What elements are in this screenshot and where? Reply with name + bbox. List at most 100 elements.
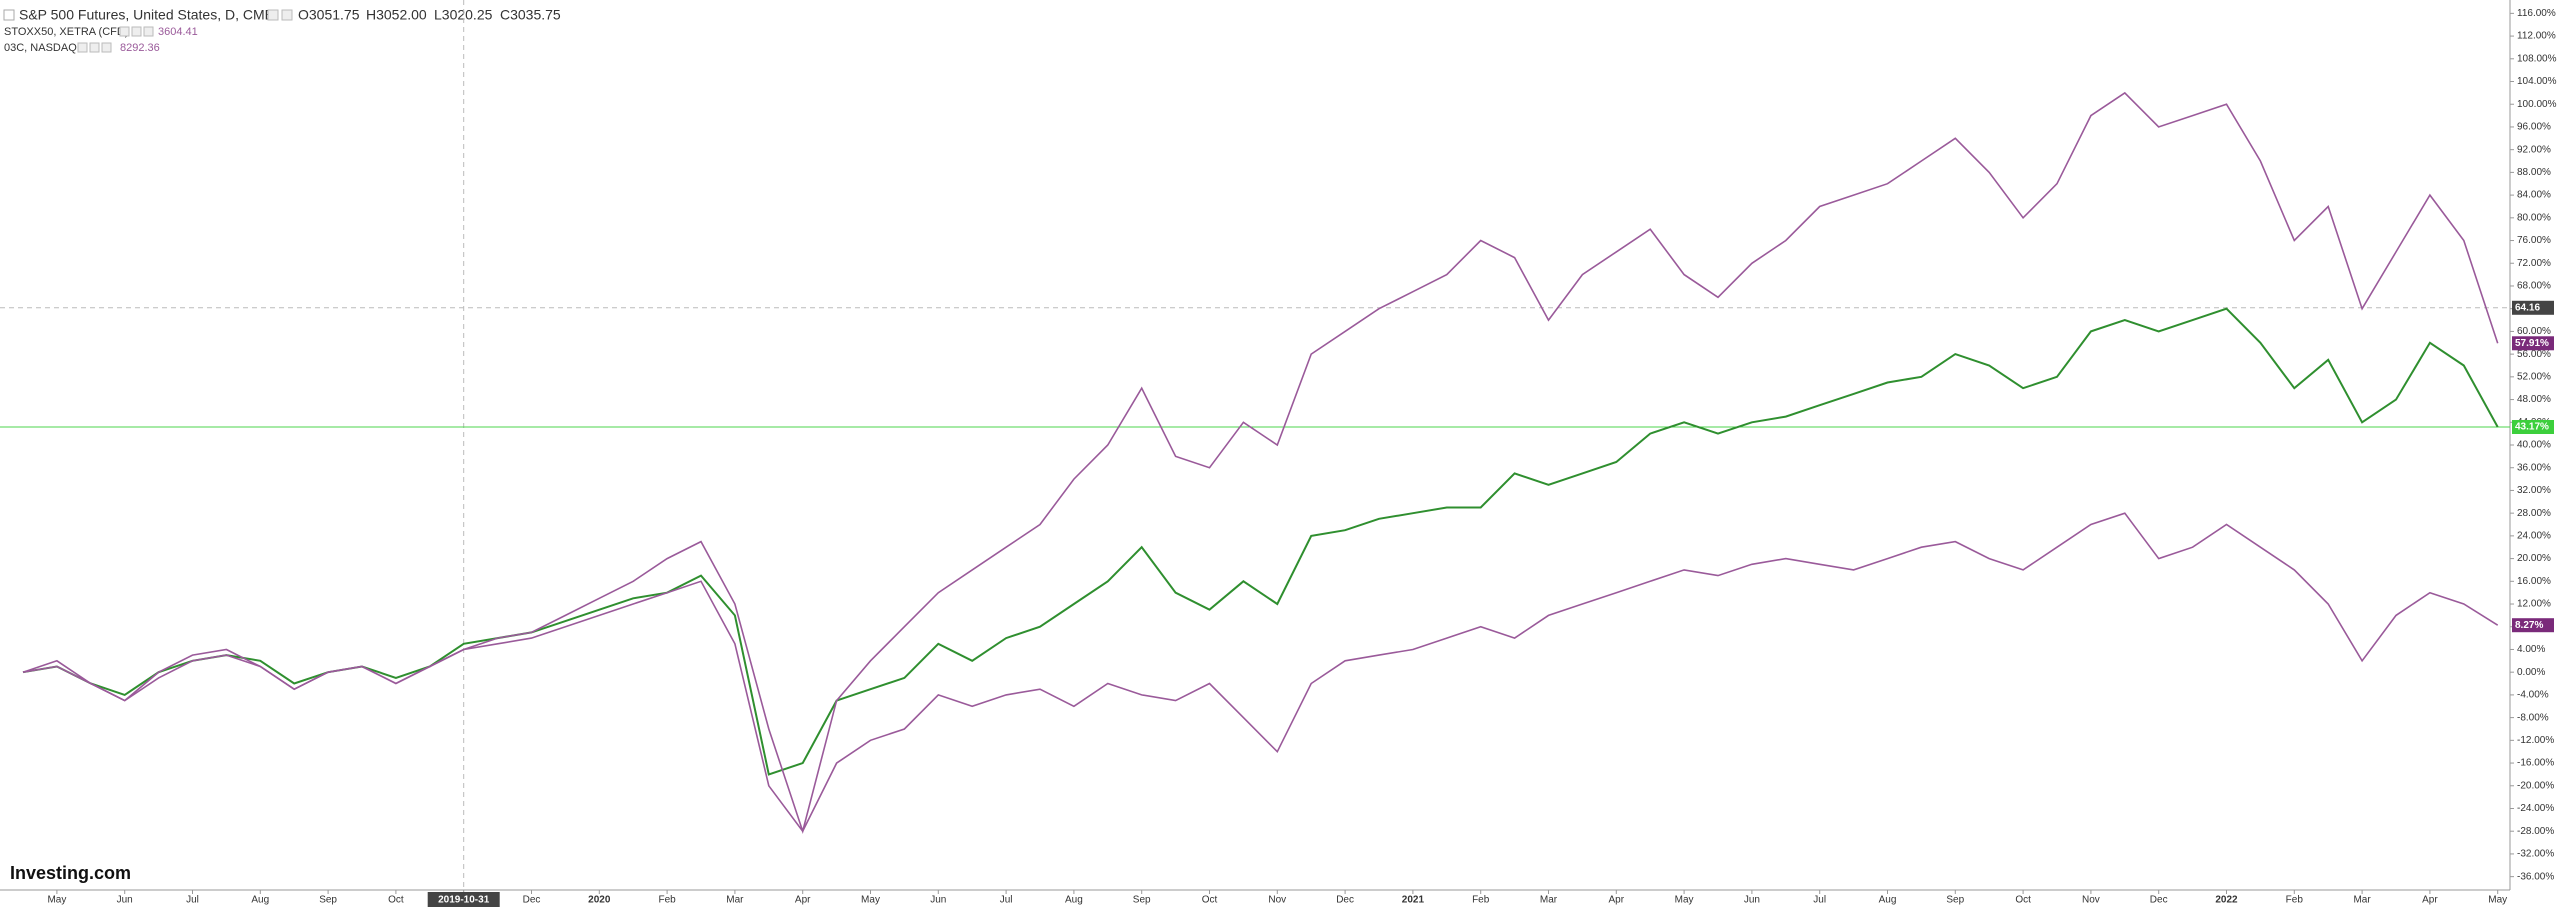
- legend-icon[interactable]: [77, 42, 88, 53]
- legend-icon[interactable]: [119, 26, 130, 37]
- y-tick-label: 88.00%: [2517, 167, 2551, 178]
- x-tick-label: Dec: [2150, 895, 2168, 906]
- x-tick-label: Feb: [1472, 895, 1490, 906]
- y-tick-label: 104.00%: [2517, 76, 2557, 87]
- y-tick-label: -28.00%: [2517, 826, 2554, 837]
- hide-icon[interactable]: [281, 9, 293, 21]
- last-value-tag: [2512, 618, 2554, 633]
- legend-icon[interactable]: [131, 26, 142, 37]
- y-tick-label: 24.00%: [2517, 531, 2551, 542]
- settings-icon[interactable]: [267, 9, 279, 21]
- ohlc-low: L3020.25: [434, 7, 493, 23]
- x-tick-label: Mar: [726, 895, 744, 906]
- x-tick-label: Sep: [319, 895, 337, 906]
- y-tick-label: -36.00%: [2517, 871, 2554, 882]
- y-tick-label: 36.00%: [2517, 462, 2551, 473]
- x-tick-label: Nov: [2082, 895, 2100, 906]
- x-tick-label: Jul: [186, 895, 199, 906]
- ohlc-high: H3052.00: [366, 7, 427, 23]
- y-tick-label: -12.00%: [2517, 735, 2554, 746]
- logo: Investing.com: [10, 863, 131, 883]
- x-tick-label: Oct: [2015, 895, 2031, 906]
- x-tick-label: 2021: [1402, 895, 1425, 906]
- crosshair-x-tag: [427, 892, 500, 907]
- x-tick-label: Jun: [117, 895, 133, 906]
- x-tick-label: Dec: [1336, 895, 1354, 906]
- x-tick-label: Mar: [2353, 895, 2371, 906]
- x-tick-label: Mar: [1540, 895, 1558, 906]
- x-tick-label: Nov: [1268, 895, 1286, 906]
- x-tick-label: Jul: [1000, 895, 1013, 906]
- y-tick-label: 68.00%: [2517, 281, 2551, 292]
- y-tick-label: 12.00%: [2517, 599, 2551, 610]
- crosshair-y-label: 64.16: [2515, 302, 2540, 313]
- y-tick-label: 56.00%: [2517, 349, 2551, 360]
- y-tick-label: 72.00%: [2517, 258, 2551, 269]
- x-tick-label: Oct: [1202, 895, 1218, 906]
- y-tick-label: -4.00%: [2517, 690, 2549, 701]
- x-tick-label: Apr: [2422, 895, 2438, 906]
- last-value-label: 8.27%: [2515, 620, 2543, 631]
- legend-last: 8292.36: [120, 42, 160, 54]
- x-tick-label: Aug: [1879, 895, 1897, 906]
- x-tick-label: Aug: [251, 895, 269, 906]
- last-value-tag: [2512, 336, 2554, 351]
- y-tick-label: 108.00%: [2517, 53, 2557, 64]
- x-tick-label: Feb: [658, 895, 676, 906]
- x-tick-label: May: [2488, 895, 2507, 906]
- y-tick-label: -32.00%: [2517, 849, 2554, 860]
- y-tick-label: -24.00%: [2517, 803, 2554, 814]
- y-tick-label: 112.00%: [2517, 31, 2556, 42]
- legend-icon[interactable]: [101, 42, 112, 53]
- y-tick-label: 0.00%: [2517, 667, 2545, 678]
- y-tick-label: 92.00%: [2517, 144, 2551, 155]
- x-tick-label: Dec: [523, 895, 541, 906]
- x-tick-label: Feb: [2286, 895, 2304, 906]
- crosshair-y-tag: [2512, 300, 2554, 315]
- y-tick-label: 48.00%: [2517, 394, 2551, 405]
- y-tick-label: -8.00%: [2517, 712, 2549, 723]
- x-tick-label: Sep: [1133, 895, 1151, 906]
- y-tick-label: 60.00%: [2517, 326, 2551, 337]
- ohlc-close: C3035.75: [500, 7, 561, 23]
- symbol-title: S&P 500 Futures, United States, D, CME: [19, 7, 274, 23]
- x-tick-label: Apr: [795, 895, 811, 906]
- y-tick-label: 116.00%: [2517, 8, 2556, 19]
- x-tick-label: Jun: [1744, 895, 1760, 906]
- x-tick-label: 2022: [2215, 895, 2238, 906]
- x-tick-label: Jun: [930, 895, 946, 906]
- y-tick-label: 40.00%: [2517, 440, 2551, 451]
- y-tick-label: 96.00%: [2517, 122, 2551, 133]
- legend-icon[interactable]: [143, 26, 154, 37]
- legend-name: 03C, NASDAQ: [4, 42, 77, 54]
- last-value-label: 43.17%: [2515, 422, 2549, 433]
- y-tick-label: 52.00%: [2517, 371, 2551, 382]
- collapse-icon[interactable]: [3, 9, 15, 21]
- y-tick-label: 32.00%: [2517, 485, 2551, 496]
- series-line: [22, 512, 2499, 833]
- y-tick-label: 28.00%: [2517, 508, 2551, 519]
- y-tick-label: -20.00%: [2517, 780, 2554, 791]
- x-tick-label: May: [47, 895, 66, 906]
- x-tick-label: May: [861, 895, 880, 906]
- x-tick-label: May: [1675, 895, 1694, 906]
- legend-last: 3604.41: [158, 26, 198, 38]
- y-tick-label: 84.00%: [2517, 190, 2551, 201]
- last-value-tag: [2512, 419, 2554, 434]
- series-line: [22, 307, 2499, 776]
- y-tick-label: 100.00%: [2517, 99, 2557, 110]
- x-tick-label: Oct: [388, 895, 404, 906]
- x-tick-label: Sep: [1946, 895, 1964, 906]
- y-tick-label: 16.00%: [2517, 576, 2551, 587]
- y-tick-label: 76.00%: [2517, 235, 2551, 246]
- x-tick-label: 2020: [588, 895, 611, 906]
- legend-icon[interactable]: [89, 42, 100, 53]
- x-tick-label: Aug: [1065, 895, 1083, 906]
- legend-name: STOXX50, XETRA (CFD): [4, 26, 129, 38]
- ohlc-open: O3051.75: [298, 7, 360, 23]
- y-tick-label: 80.00%: [2517, 212, 2551, 223]
- y-tick-label: -16.00%: [2517, 758, 2554, 769]
